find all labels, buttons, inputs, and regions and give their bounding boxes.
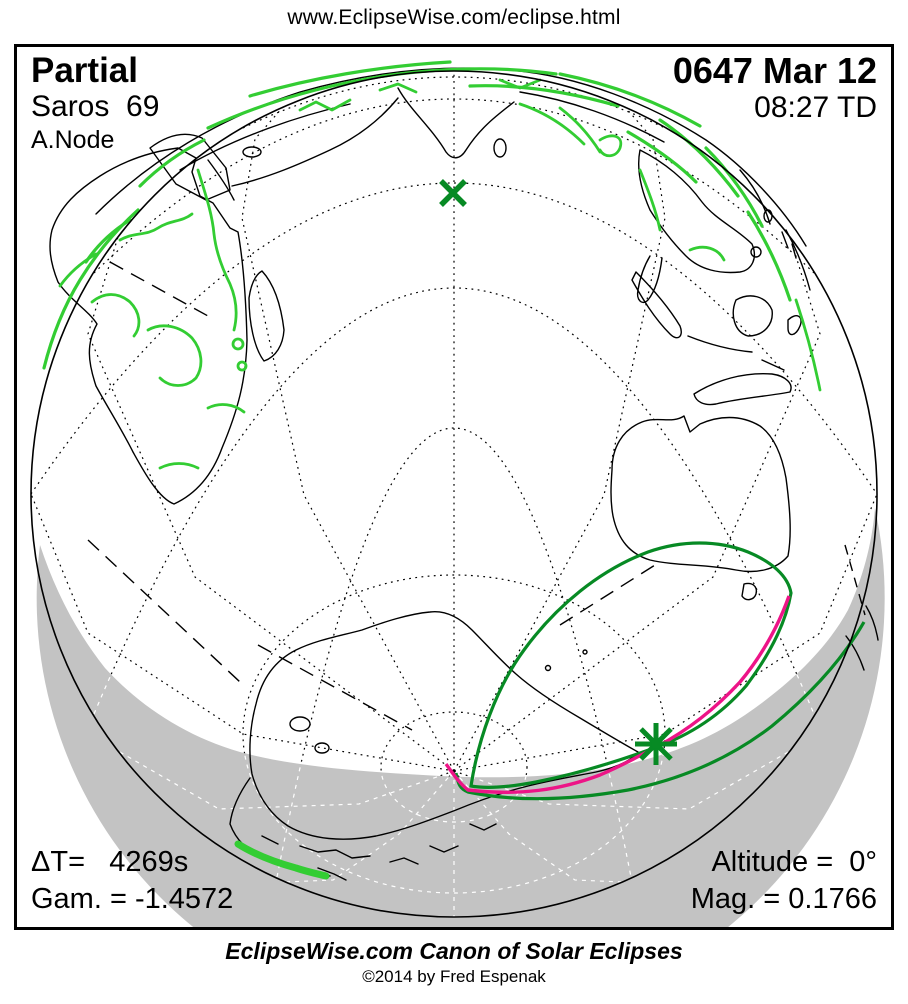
top-left-info: Partial Saros 69 A.Node — [31, 51, 159, 154]
globe-outline — [30, 70, 878, 918]
eclipse-limit-curves — [454, 541, 866, 801]
gamma-label: Gam. = -1.4572 — [31, 883, 234, 916]
central-curve — [444, 595, 791, 794]
eclipse-time-label: 08:27 TD — [754, 91, 877, 125]
magnitude-label: Mag. = 0.1766 — [690, 883, 877, 916]
coast-india — [397, 87, 515, 159]
greatest-eclipse-x-icon — [439, 179, 467, 207]
eclipse-date-label: 0647 Mar 12 — [672, 50, 877, 91]
site-url: www.EclipseWise.com/eclipse.html — [287, 6, 621, 29]
subsolar-asterisk-icon — [635, 723, 677, 765]
river-nile — [196, 168, 238, 332]
coast-srilanka — [493, 138, 507, 158]
penumbra-limit-loop — [469, 541, 793, 790]
footer-caption: EclipseWise.com Canon of Solar Eclipses … — [0, 938, 908, 987]
river-orange — [158, 462, 200, 470]
sunset-limit-curve — [454, 621, 866, 801]
river-zambezi — [206, 403, 246, 414]
coast-newguinea — [693, 372, 792, 406]
coast-madagascar — [248, 270, 285, 362]
bottom-left-info: ΔT= 4269s Gam. = -1.4572 — [31, 844, 233, 919]
rivers — [42, 60, 822, 880]
coast-sulawesi — [787, 315, 802, 336]
night-region — [36, 508, 885, 927]
map-frame: Partial Saros 69 A.Node 0647 Mar 12 08:2… — [14, 44, 894, 930]
bottom-right-info: Altitude = 0° Mag. = 0.1766 — [691, 844, 877, 919]
coast-sumatra — [631, 271, 682, 339]
coast-tasmania — [741, 582, 758, 601]
dashed-lines — [87, 261, 866, 731]
coast-java — [687, 335, 785, 371]
river-congo — [146, 324, 203, 387]
river-mekong — [638, 168, 662, 232]
coast-borneo — [732, 295, 773, 337]
node-label: A.Node — [31, 125, 115, 154]
coast-indochina — [638, 149, 756, 274]
delta-t-label: ΔT= 4269s — [31, 845, 189, 878]
top-right-info: 0647 Mar 12 08:27 TD — [672, 50, 877, 125]
river-niger — [90, 293, 141, 338]
coast-arabia — [149, 133, 235, 201]
copyright-line: ©2014 by Fred Espenak — [362, 967, 546, 986]
altitude-label: Altitude = 0° — [711, 845, 877, 878]
saros-label: Saros 69 — [31, 90, 160, 124]
eclipse-type-label: Partial — [31, 51, 138, 90]
eclipse-globe-map — [30, 60, 885, 927]
coast-australia — [610, 415, 791, 573]
coast-newzealand — [845, 605, 879, 671]
canon-title: EclipseWise.com Canon of Solar Eclipses — [225, 938, 683, 964]
